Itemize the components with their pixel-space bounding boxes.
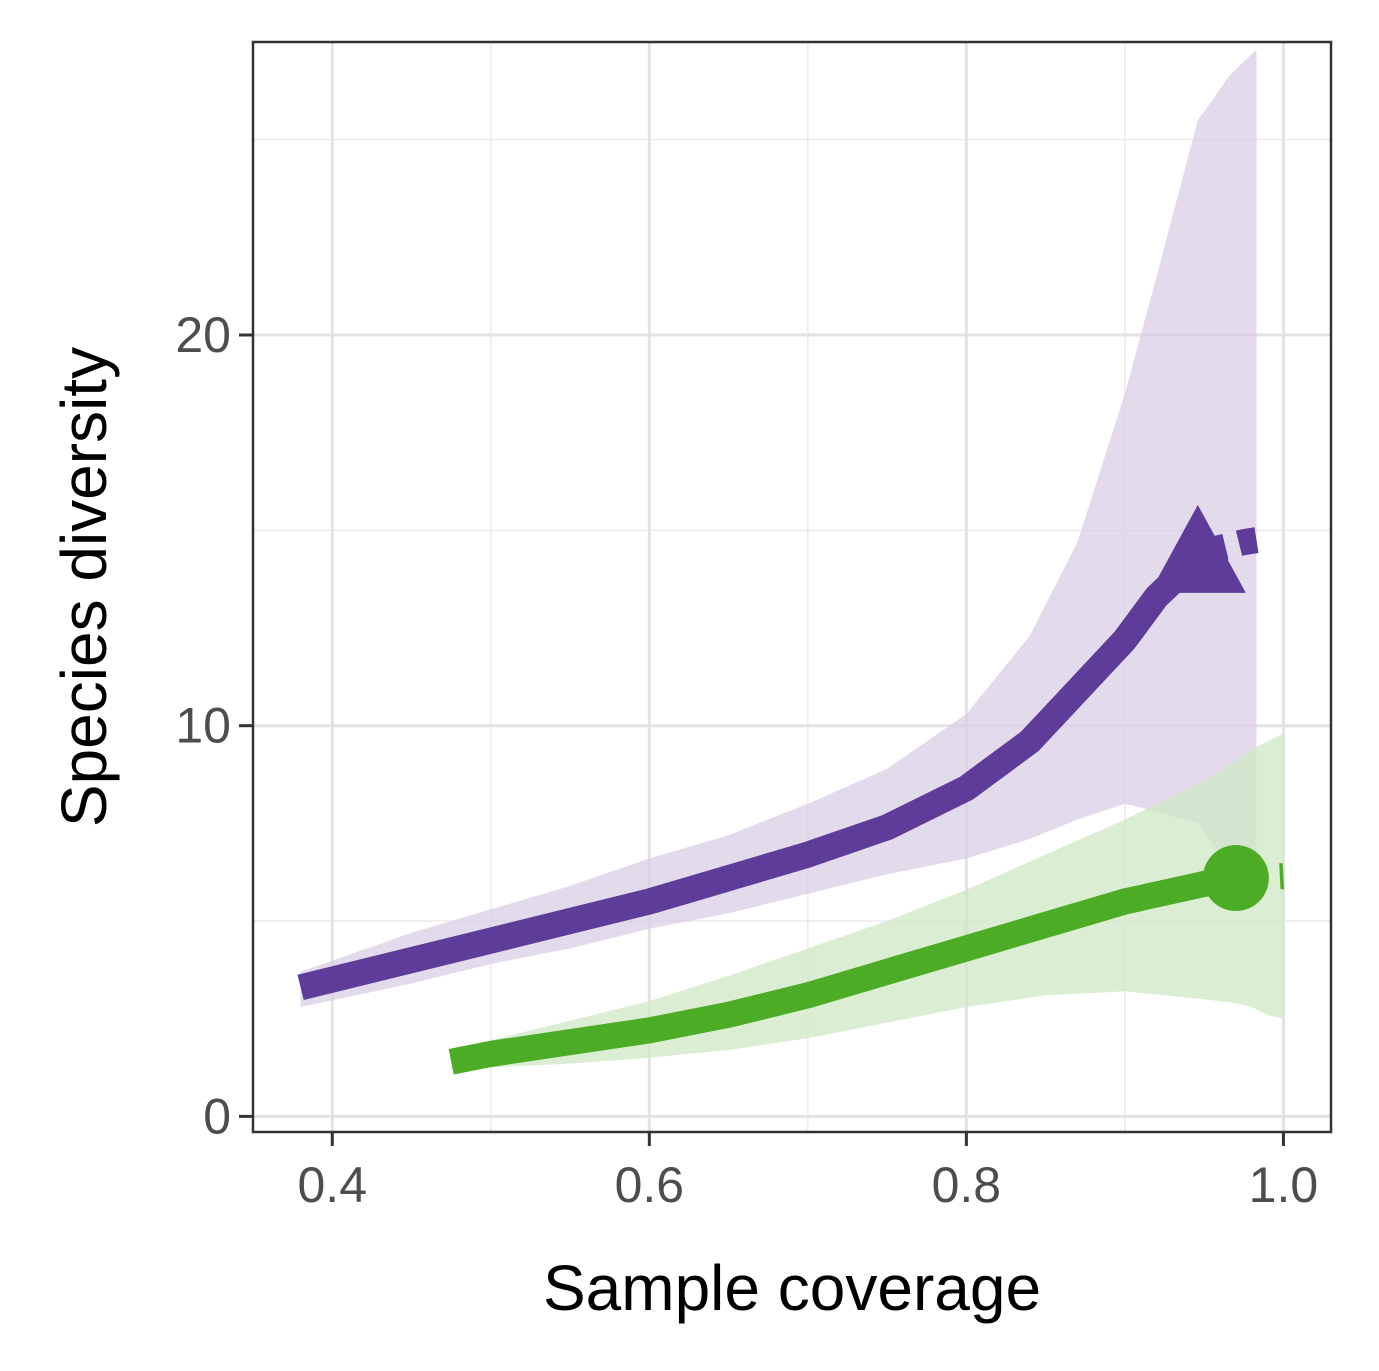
y-tick-label: 10 bbox=[175, 698, 231, 754]
y-tick-label: 0 bbox=[203, 1088, 231, 1144]
x-tick-label: 1.0 bbox=[1249, 1157, 1319, 1213]
y-axis-title: Species diversity bbox=[48, 347, 120, 827]
purple-rarefaction-line bbox=[297, 548, 1207, 1001]
green-reference-point-circle bbox=[1202, 845, 1269, 912]
x-axis-title: Sample coverage bbox=[543, 1252, 1041, 1324]
x-axis-ticks: 0.4 0.6 0.8 1.0 bbox=[298, 1132, 1319, 1213]
series-markers bbox=[1149, 504, 1269, 912]
purple-confidence-band bbox=[300, 49, 1257, 1008]
y-tick-label: 20 bbox=[175, 307, 231, 363]
purple-reference-point-triangle bbox=[1149, 504, 1246, 593]
x-tick-label: 0.8 bbox=[932, 1157, 1002, 1213]
y-axis-ticks: 0 10 20 bbox=[175, 307, 253, 1144]
x-tick-label: 0.4 bbox=[298, 1157, 368, 1213]
x-tick-label: 0.6 bbox=[615, 1157, 685, 1213]
green-confidence-band bbox=[451, 733, 1284, 1070]
confidence-bands bbox=[300, 49, 1284, 1070]
green-rarefaction-line bbox=[448, 865, 1239, 1075]
plot-panel-border bbox=[251, 40, 1333, 1134]
